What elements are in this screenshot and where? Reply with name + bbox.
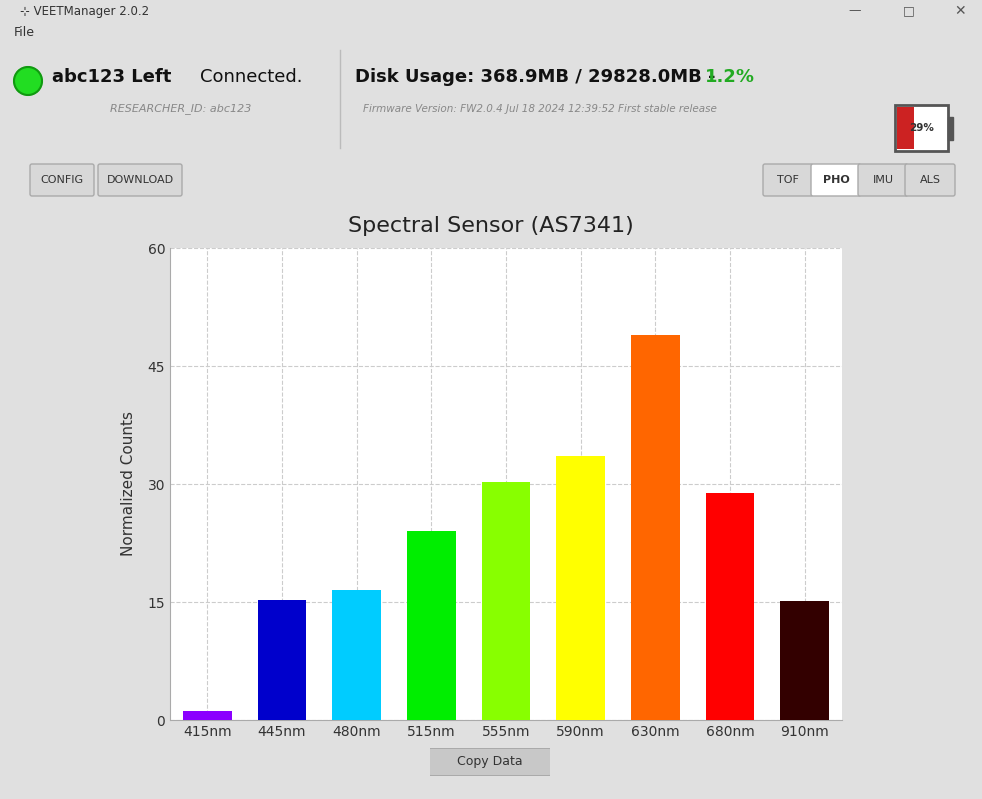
Bar — [897, 107, 914, 149]
Bar — [631, 335, 680, 720]
FancyBboxPatch shape — [30, 164, 94, 196]
Text: abc123 Left: abc123 Left — [52, 68, 172, 86]
FancyBboxPatch shape — [905, 164, 955, 196]
Bar — [781, 601, 829, 720]
FancyBboxPatch shape — [98, 164, 182, 196]
Bar — [948, 117, 953, 140]
Text: Disk Usage: 368.9MB / 29828.0MB -: Disk Usage: 368.9MB / 29828.0MB - — [355, 68, 716, 86]
Text: TOF: TOF — [777, 175, 799, 185]
Bar — [257, 599, 306, 720]
Text: IMU: IMU — [872, 175, 894, 185]
Bar — [895, 105, 948, 151]
Text: DOWNLOAD: DOWNLOAD — [106, 175, 174, 185]
Text: File: File — [14, 26, 35, 38]
FancyBboxPatch shape — [811, 164, 861, 196]
FancyBboxPatch shape — [427, 749, 553, 776]
FancyBboxPatch shape — [858, 164, 908, 196]
Text: ✕: ✕ — [955, 4, 966, 18]
Bar — [183, 710, 232, 720]
Circle shape — [14, 67, 42, 95]
Bar — [482, 482, 530, 720]
Text: RESEARCHER_ID: abc123: RESEARCHER_ID: abc123 — [110, 104, 251, 114]
Text: Copy Data: Copy Data — [458, 756, 522, 769]
Text: ⊹ VEETManager 2.0.2: ⊹ VEETManager 2.0.2 — [20, 5, 149, 18]
Bar — [332, 590, 381, 720]
Text: ALS: ALS — [919, 175, 941, 185]
Y-axis label: Normalized Counts: Normalized Counts — [122, 411, 136, 556]
Text: □: □ — [903, 5, 915, 18]
Text: 29%: 29% — [909, 123, 934, 133]
Text: Spectral Sensor (AS7341): Spectral Sensor (AS7341) — [349, 217, 633, 237]
Text: CONFIG: CONFIG — [40, 175, 83, 185]
Text: Connected.: Connected. — [200, 68, 302, 86]
Bar — [706, 494, 754, 720]
Text: PHO: PHO — [823, 175, 849, 185]
Bar — [408, 531, 456, 720]
Text: —: — — [848, 5, 861, 18]
Bar — [557, 456, 605, 720]
Text: 1.2%: 1.2% — [705, 68, 755, 86]
Text: Firmware Version: FW2.0.4 Jul 18 2024 12:39:52 First stable release: Firmware Version: FW2.0.4 Jul 18 2024 12… — [363, 104, 717, 114]
FancyBboxPatch shape — [763, 164, 813, 196]
